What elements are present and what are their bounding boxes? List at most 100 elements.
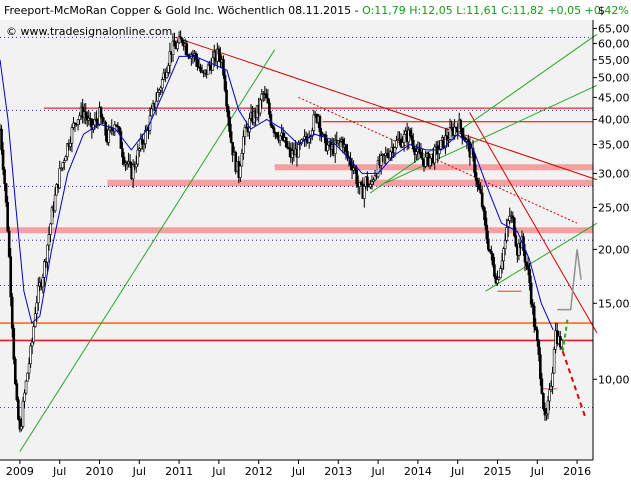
candle-body — [477, 184, 481, 190]
candle-body — [312, 114, 316, 131]
candle-body — [454, 126, 458, 129]
candle-body — [320, 131, 323, 137]
candle-body — [141, 138, 144, 145]
candle-body — [12, 328, 16, 360]
x-tick-label: Jul — [52, 465, 66, 478]
candle-body — [216, 48, 219, 62]
candle-body — [268, 102, 271, 115]
candle-body — [281, 132, 285, 141]
x-tick-label: 2009 — [6, 465, 34, 478]
support-zones — [0, 164, 594, 234]
candle-body — [177, 36, 181, 44]
candle-body — [408, 129, 412, 136]
candle-body — [502, 248, 505, 262]
candle-body — [326, 144, 329, 152]
candle-body — [222, 59, 225, 76]
candle-body — [549, 386, 553, 391]
trend-line — [19, 49, 276, 452]
candle-body — [462, 136, 466, 139]
candle-body — [93, 119, 97, 126]
trend-line — [369, 33, 598, 194]
dotted-grid — [0, 36, 593, 408]
candle-body — [225, 89, 228, 107]
candle-body — [286, 146, 290, 149]
candle-body — [297, 142, 300, 158]
candle-body — [17, 399, 20, 420]
candle-body — [401, 142, 404, 148]
candle-body — [543, 408, 547, 416]
candle-body — [278, 135, 282, 141]
candle-body — [27, 363, 31, 374]
candle-body — [418, 148, 421, 153]
forecast-arrows — [557, 249, 586, 417]
candle-body — [271, 125, 274, 129]
candle-body — [226, 105, 230, 118]
candle-body — [275, 132, 279, 138]
candle-body — [552, 348, 556, 374]
candle-body — [23, 392, 26, 402]
candle-body — [344, 144, 348, 152]
forecast-grey-path — [557, 249, 582, 311]
candle-body — [513, 217, 516, 236]
candle-body — [517, 243, 521, 256]
candle-body — [511, 215, 515, 219]
candle-body — [410, 135, 414, 141]
candle-body — [167, 65, 170, 73]
candle-body — [453, 126, 456, 136]
candle-body — [428, 157, 432, 167]
trend-line — [469, 112, 598, 334]
candle-body — [366, 176, 369, 187]
candle-body — [551, 372, 554, 387]
candle-body — [480, 192, 484, 208]
candle-body — [473, 154, 476, 173]
candle-body — [531, 303, 534, 307]
candle-body — [10, 296, 14, 329]
candle-body — [206, 64, 210, 75]
candle-body — [402, 134, 406, 143]
x-tick-label: 2015 — [483, 465, 511, 478]
y-axis-ticks: 65,00 60,00 55,00 50,00 45,00 40,00 35,00 30,00… — [593, 22, 630, 386]
candle-body — [228, 116, 231, 132]
candle-body — [154, 100, 158, 108]
candle-body — [20, 426, 23, 430]
candle-body — [76, 119, 80, 126]
candle-body — [36, 285, 40, 304]
x-tick-label: 2013 — [324, 465, 352, 478]
candle-body — [26, 372, 29, 382]
candle-body — [479, 188, 482, 194]
candle-body — [128, 161, 132, 165]
candle-body — [9, 256, 13, 298]
header-bar — [0, 0, 592, 19]
candle-body — [490, 250, 493, 254]
candle-body — [180, 38, 184, 43]
candle-body — [104, 121, 107, 136]
candle-body — [197, 66, 201, 68]
candle-body — [272, 127, 276, 133]
candle-body — [496, 279, 499, 284]
candle-body — [393, 147, 397, 154]
source-credit: © www.tradesignalonline.com — [6, 25, 172, 38]
candle-body — [506, 220, 510, 228]
candle-body — [231, 142, 234, 156]
x-tick-label: Jul — [211, 465, 225, 478]
trend-line — [174, 36, 598, 181]
candle-body — [369, 184, 372, 188]
candle-body — [370, 181, 374, 185]
x-tick-label: 2014 — [404, 465, 432, 478]
y-tick-label: 10,00 — [598, 373, 630, 386]
candle-body — [284, 137, 288, 148]
candle-body — [137, 148, 141, 151]
candle-body — [508, 215, 512, 221]
candle-body — [525, 261, 528, 266]
y-tick-label: 55,00 — [598, 54, 630, 67]
candle-body — [265, 93, 268, 99]
candle-body — [78, 115, 81, 120]
candle-body — [258, 99, 262, 114]
candle-body — [179, 36, 182, 39]
candle-body — [134, 163, 138, 168]
candle-body — [41, 277, 45, 288]
x-tick-label: 2012 — [245, 465, 273, 478]
moving-average-line — [0, 55, 554, 331]
candle-body — [372, 179, 375, 182]
candle-body — [159, 87, 163, 91]
